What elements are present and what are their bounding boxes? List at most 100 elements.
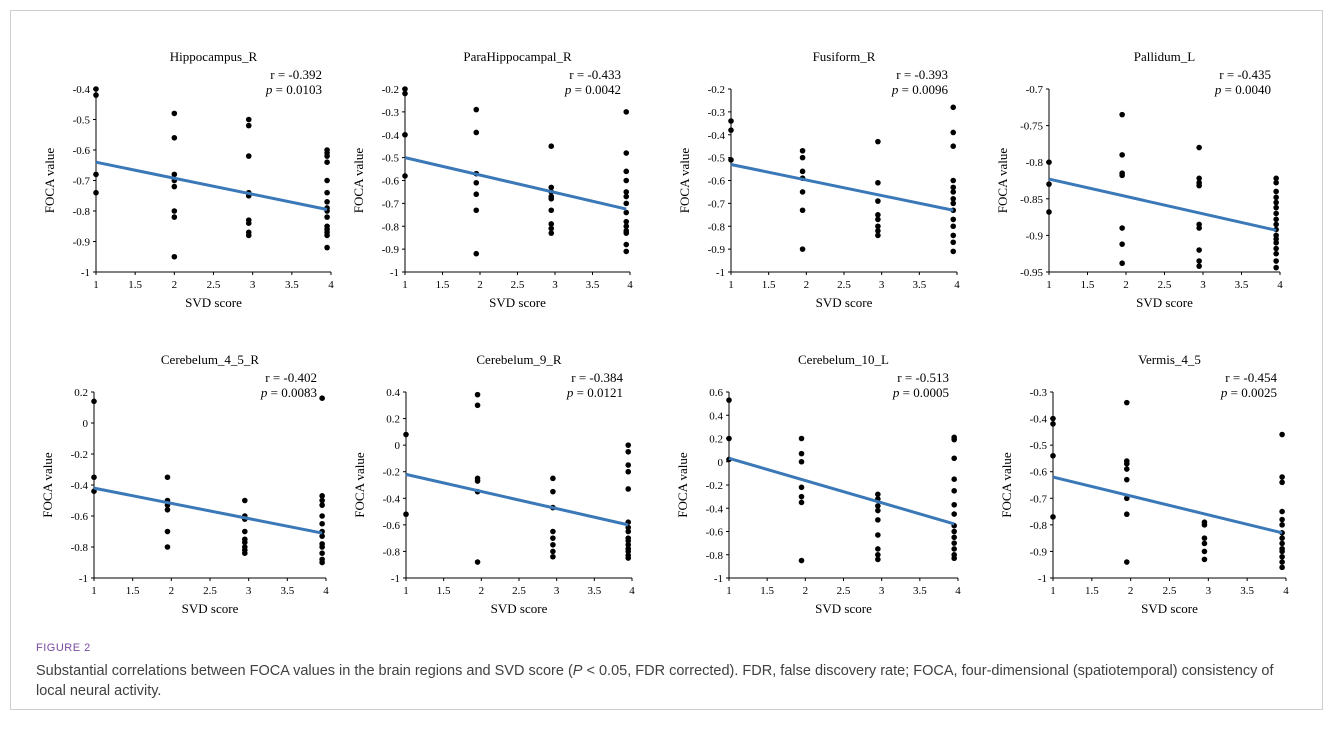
y-tick-label: -0.8: [71, 542, 89, 554]
data-point: [951, 528, 957, 535]
data-point: [799, 154, 806, 161]
y-axis-label: FOCA value: [42, 148, 57, 214]
data-point: [875, 212, 881, 218]
data-point: [93, 92, 99, 98]
data-point: [242, 528, 248, 535]
p-value-label: p = 0.0040: [1214, 82, 1271, 97]
data-point: [625, 442, 632, 448]
x-tick-label: 3: [552, 279, 558, 291]
data-point: [548, 196, 555, 202]
data-point: [1046, 159, 1052, 165]
data-point: [623, 218, 630, 225]
data-point: [1273, 204, 1279, 211]
x-tick-label: 1.5: [126, 585, 140, 597]
data-point: [245, 153, 252, 159]
data-point: [799, 147, 806, 154]
data-point: [951, 540, 957, 546]
x-tick-label: 1.5: [1085, 585, 1099, 597]
trend-line: [1048, 177, 1277, 232]
data-point: [950, 143, 957, 149]
y-tick-label: -0.3: [708, 107, 726, 119]
data-point: [1273, 239, 1279, 246]
x-tick-label: 3: [246, 585, 252, 597]
x-tick-label: 3.5: [1235, 279, 1249, 291]
data-point: [550, 541, 556, 548]
data-point: [1279, 540, 1285, 547]
data-point: [951, 501, 957, 508]
x-tick-label: 3.5: [587, 585, 601, 597]
y-tick-label: -1: [390, 267, 399, 279]
data-point: [324, 244, 330, 251]
data-point: [798, 493, 805, 500]
y-tick-label: -0.4: [382, 130, 400, 142]
data-point: [324, 177, 330, 184]
data-point: [171, 183, 178, 190]
data-point: [875, 138, 881, 145]
data-point: [951, 511, 957, 517]
data-point: [875, 232, 881, 239]
y-tick-label: -1: [81, 267, 90, 279]
data-point: [171, 208, 178, 214]
chart-title: Fusiform_R: [813, 49, 876, 64]
x-tick-label: 1: [402, 279, 408, 291]
y-tick-label: 0.2: [386, 414, 400, 426]
p-value-number: = 0.0025: [1227, 385, 1277, 400]
x-tick-label: 3: [1206, 585, 1212, 597]
data-point: [950, 200, 957, 207]
correlation-r-label: r = -0.402: [265, 370, 317, 385]
y-tick-label: 0: [83, 418, 89, 430]
p-value-label: p = 0.0103: [265, 82, 322, 97]
x-axis-label: SVD score: [816, 295, 873, 310]
x-tick-label: 2: [169, 585, 175, 597]
data-point: [324, 199, 330, 205]
p-value-label: p = 0.0005: [892, 385, 949, 400]
correlation-r-label: r = -0.393: [896, 67, 948, 82]
data-point: [242, 539, 248, 546]
data-point: [799, 246, 806, 252]
y-tick-label: -1: [391, 573, 400, 585]
p-value-label: p = 0.0042: [564, 82, 621, 97]
x-tick-label: 1: [728, 279, 734, 291]
x-tick-label: 2: [1128, 585, 1134, 597]
data-point: [550, 548, 556, 555]
data-point: [623, 200, 630, 207]
x-tick-label: 2.5: [203, 585, 217, 597]
data-point: [875, 517, 881, 523]
data-point: [1279, 479, 1285, 486]
y-tick-label: 0.4: [386, 387, 400, 399]
data-point: [950, 216, 957, 223]
chart-title: Cerebelum_4_5_R: [161, 352, 260, 367]
y-axis-label: FOCA value: [677, 148, 692, 214]
data-point: [91, 398, 97, 405]
x-tick-label: 2.5: [1163, 585, 1177, 597]
data-point: [319, 550, 325, 556]
data-point: [1279, 516, 1285, 523]
y-tick-label: -0.8: [708, 221, 726, 233]
data-point: [1123, 460, 1130, 467]
y-tick-label: -0.4: [73, 84, 91, 96]
y-tick-label: -1: [716, 267, 725, 279]
data-point: [1273, 221, 1279, 228]
y-tick-label: -0.85: [1020, 194, 1043, 206]
data-point: [1123, 495, 1130, 502]
data-point: [1279, 535, 1285, 541]
data-point: [319, 502, 325, 508]
data-point: [799, 189, 806, 195]
x-axis-label: SVD score: [815, 601, 872, 616]
x-tick-label: 2.5: [1158, 279, 1172, 291]
y-tick-label: -0.6: [706, 527, 724, 539]
data-point: [950, 248, 957, 255]
trend-line: [730, 163, 954, 212]
trend-line: [93, 486, 323, 535]
data-point: [164, 544, 171, 550]
y-tick-label: -0.4: [706, 503, 724, 515]
data-point: [319, 520, 325, 527]
y-tick-label: 0.2: [74, 387, 88, 399]
data-point: [625, 524, 632, 531]
data-point: [474, 559, 481, 565]
x-tick-label: 2: [804, 279, 810, 291]
data-point: [1119, 152, 1125, 158]
data-point: [1279, 431, 1285, 438]
x-axis-label: SVD score: [489, 295, 546, 310]
y-tick-label: -0.5: [1030, 440, 1048, 452]
